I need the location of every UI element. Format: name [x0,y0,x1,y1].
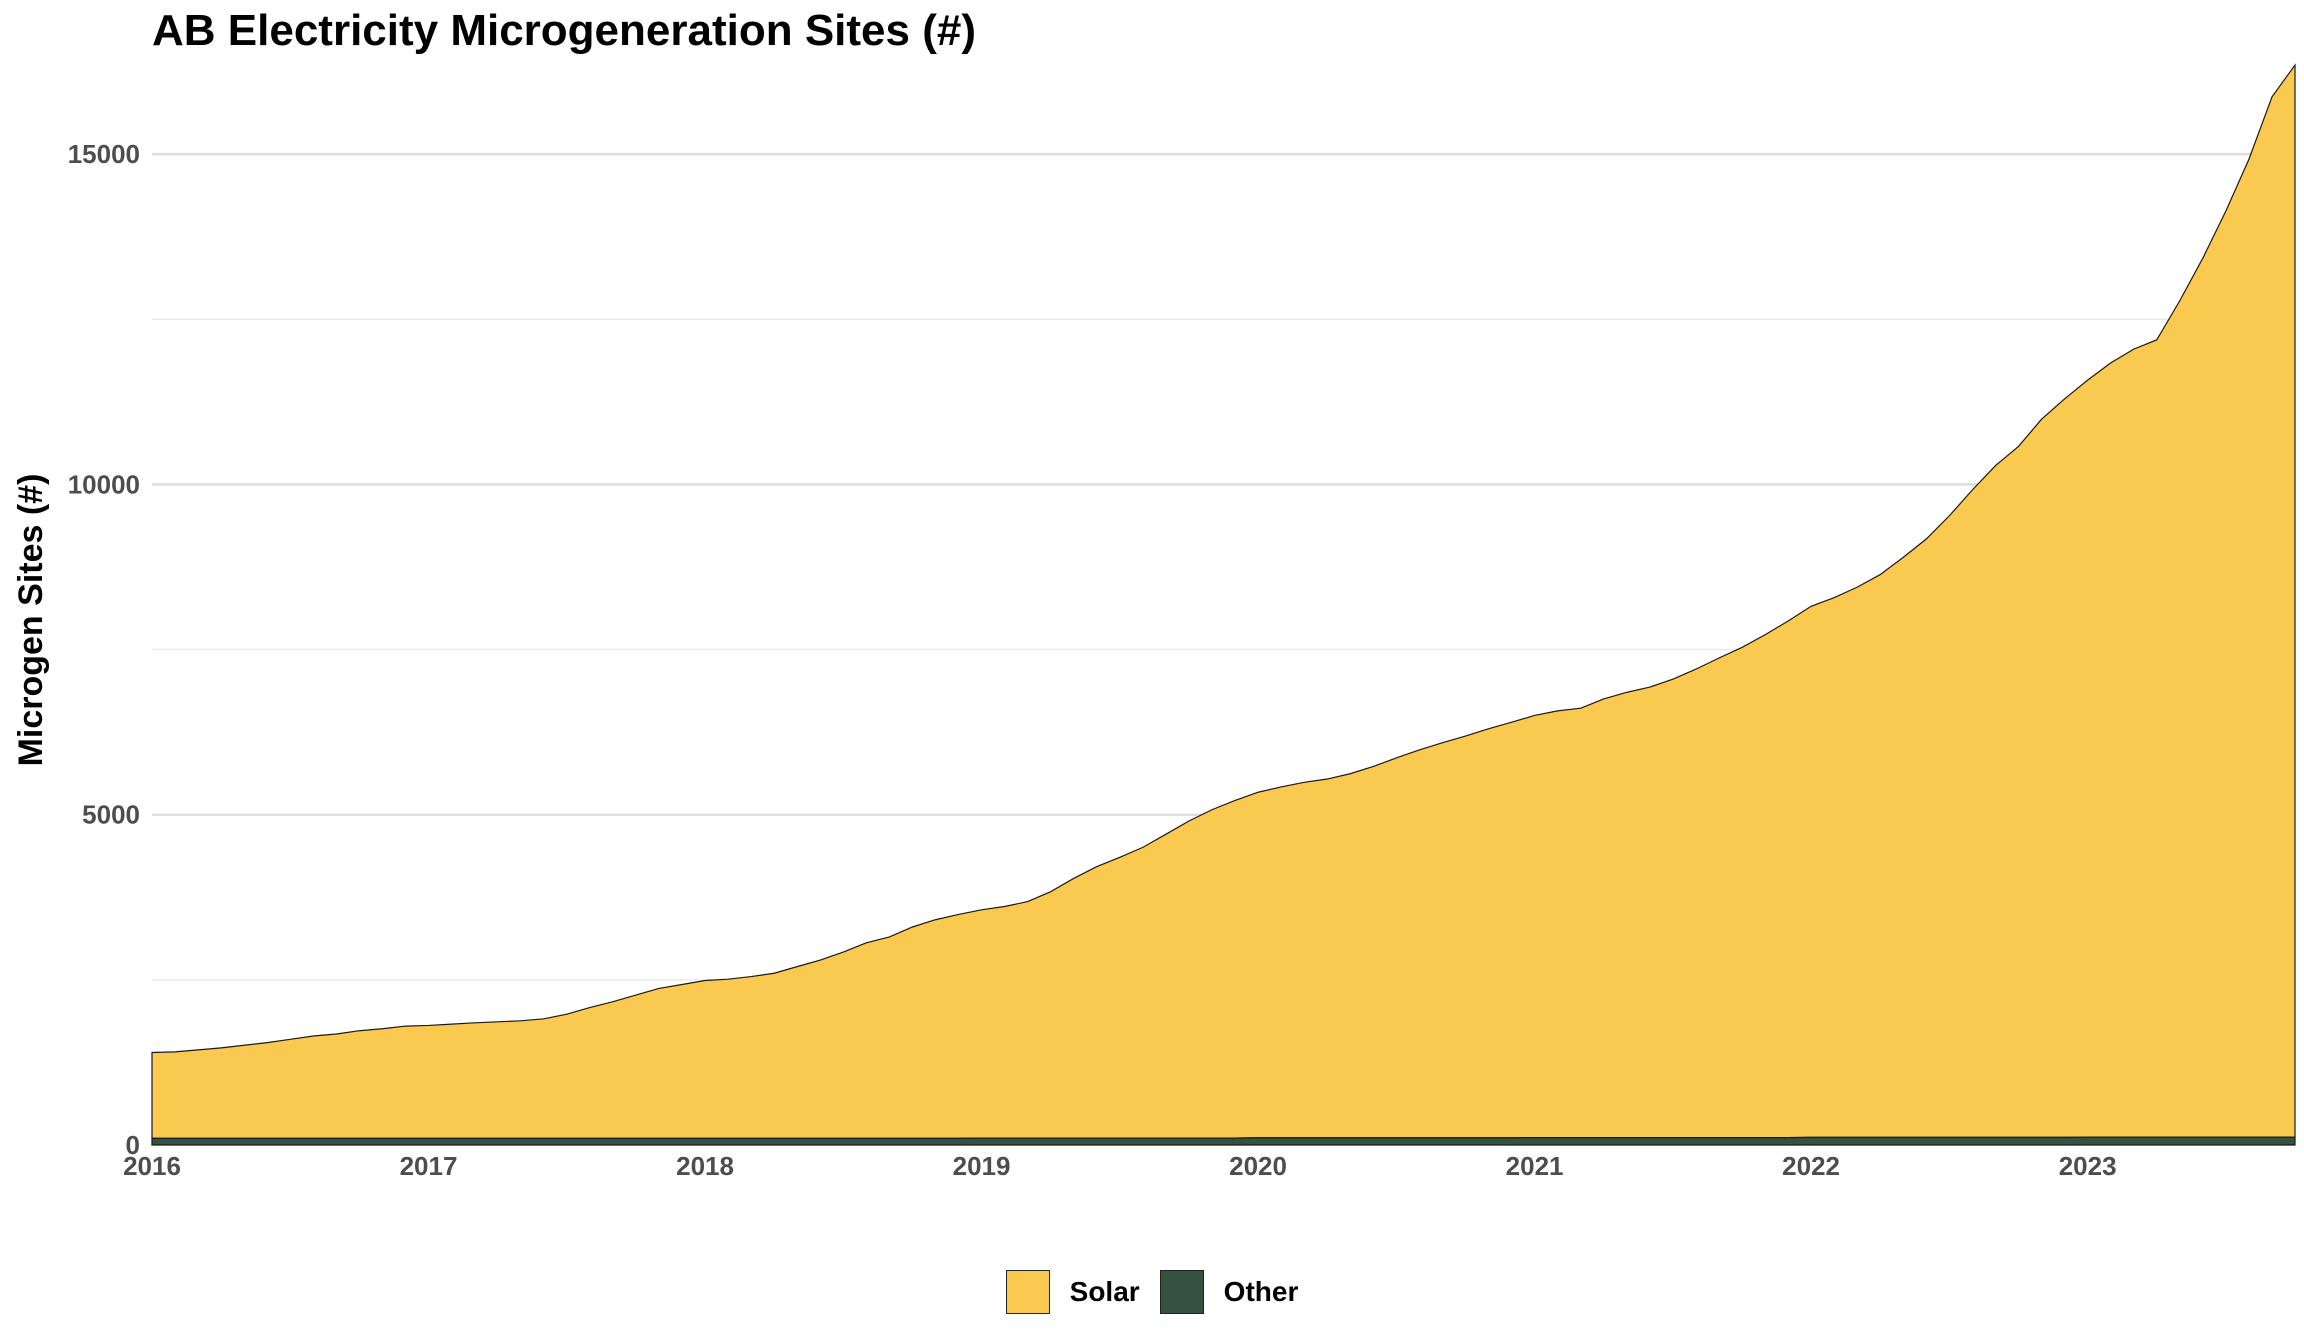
legend-swatch-other [1159,1270,1204,1314]
series-area-other [151,1136,2296,1146]
x-tick-label: 2022 [1782,1151,1840,1181]
legend-label-other: Other [1223,1276,1299,1307]
y-tick-label: 15000 [68,139,140,169]
y-tick-label: 0 [126,1130,140,1160]
series-area-solar [151,63,2296,1139]
y-tick-labels: 0 5000 10000 15000 [68,139,140,1160]
x-tick-label: 2023 [2059,1151,2117,1181]
x-tick-labels: 2016 2017 2018 2019 2020 2021 2022 2023 [123,1151,2116,1181]
legend-label-solar: Solar [1069,1276,1140,1307]
y-tick-label: 5000 [82,800,140,830]
x-tick-label: 2017 [400,1151,458,1181]
x-tick-label: 2016 [123,1151,181,1181]
chart-title: AB Electricity Microgeneration Sites (#) [152,6,976,55]
legend-swatch-solar [1005,1270,1050,1314]
legend-item-other: Other [1159,1270,1299,1314]
area-layer [151,63,2296,1146]
y-tick-label: 10000 [68,469,140,499]
y-axis-title: Microgen Sites (#) [12,474,50,767]
legend-item-solar: Solar [1005,1270,1140,1314]
x-tick-label: 2021 [1506,1151,1564,1181]
x-tick-label: 2020 [1229,1151,1287,1181]
x-tick-label: 2018 [676,1151,734,1181]
legend: Solar Other [0,1270,2304,1314]
x-tick-label: 2019 [953,1151,1011,1181]
